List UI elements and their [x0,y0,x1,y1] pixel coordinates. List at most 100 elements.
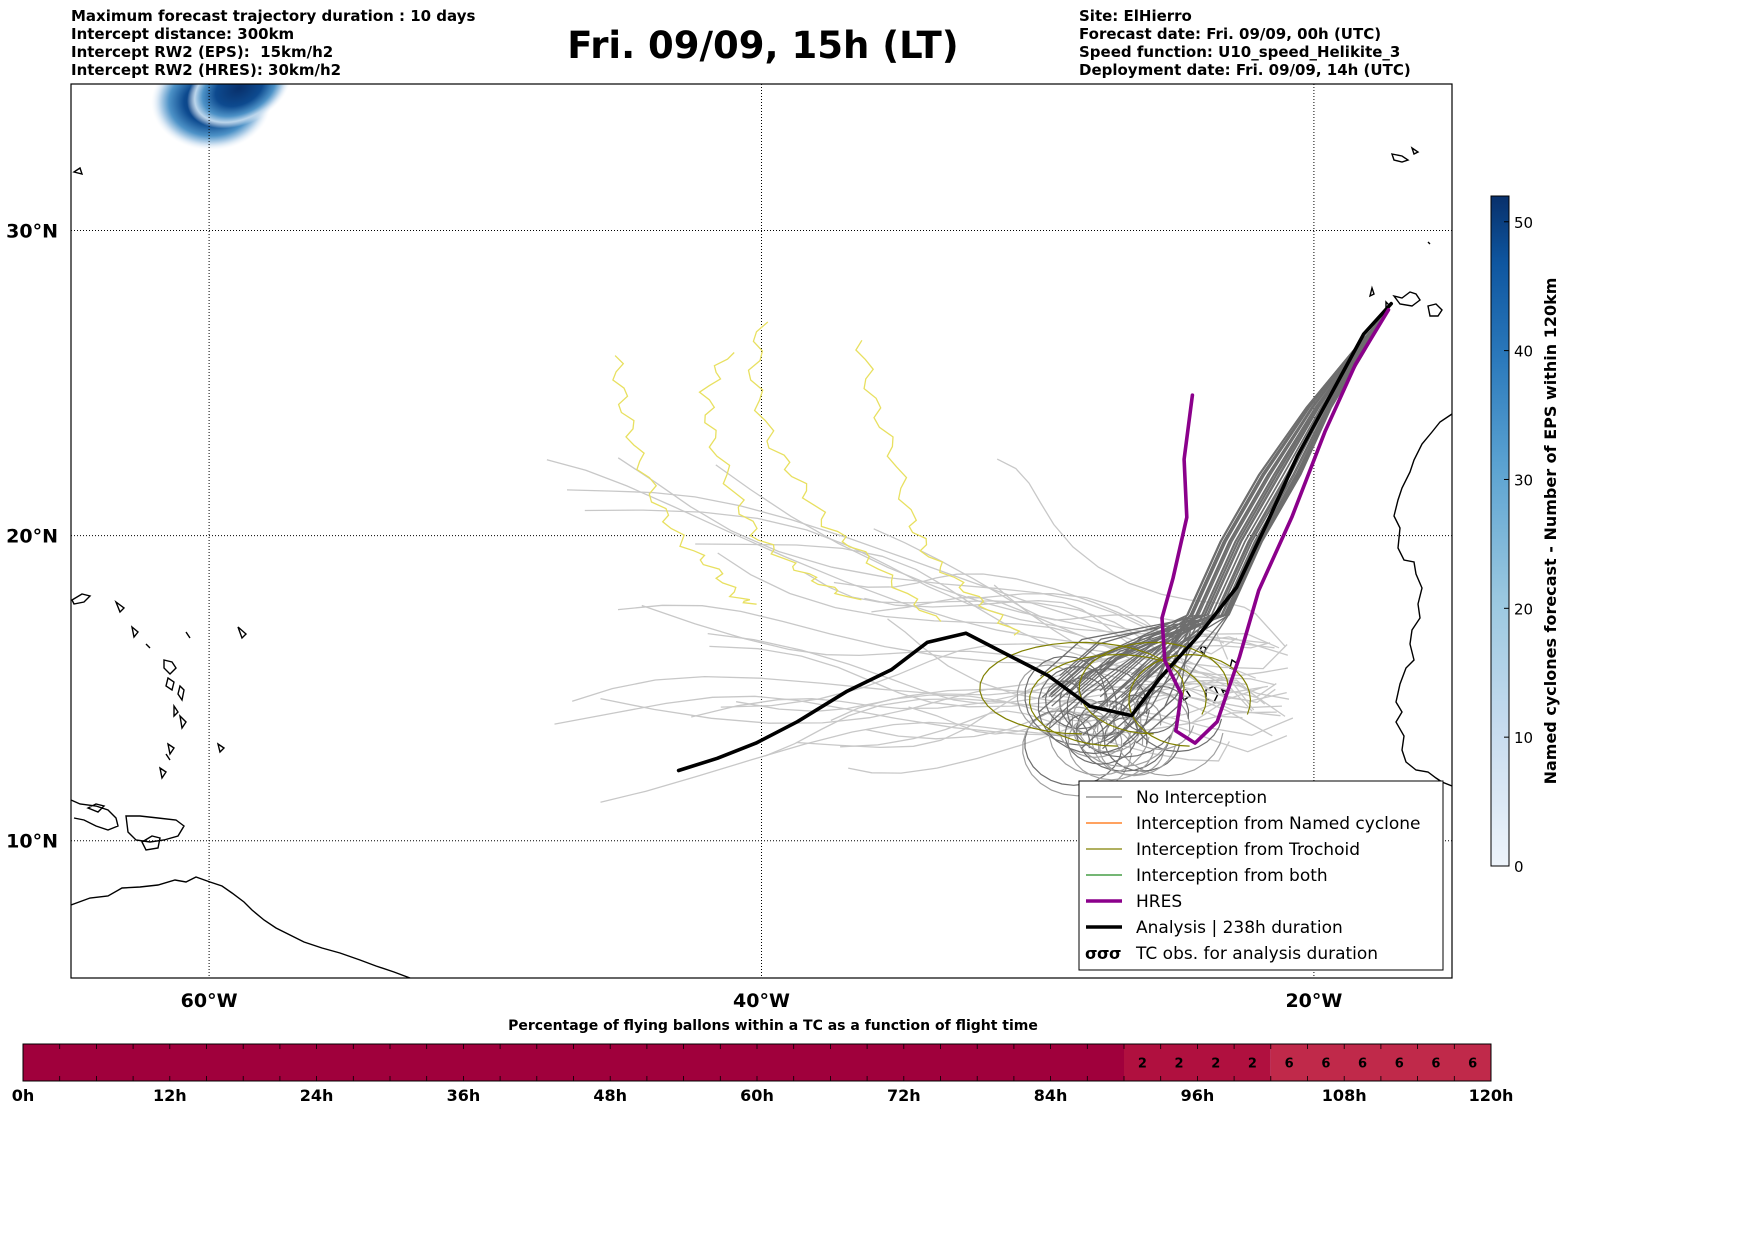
highlighted-track [855,339,1021,636]
no-interception-loop [1024,710,1123,786]
no-interception-loop [1112,689,1224,777]
no-interception-track [735,688,1288,753]
legend-label: HRES [1136,892,1182,912]
legend-label: Interception from Named cyclone [1136,814,1421,834]
flight-bar-tick-label: 36h [447,1086,481,1105]
max-duration-text: Maximum forecast trajectory duration : 1… [71,7,476,25]
lon-tick-label: 20°W [1285,990,1342,1012]
lat-tick-label: 30°N [6,220,58,242]
no-interception-track [1045,309,1389,727]
canary-madeira-islands [1368,146,1443,317]
flight-bar-tick-label: 12h [153,1086,187,1105]
no-interception-loop [1091,713,1177,777]
flight-bar-cell-label: 6 [1321,1057,1330,1072]
flight-bar-cell-label: 2 [1211,1057,1220,1072]
flight-bar-cell-label: 6 [1431,1057,1440,1072]
flight-bar-frame [22,1043,1492,1082]
colorbar-tick-label: 20 [1514,600,1533,618]
header-right-info: Site: ElHierro Forecast date: Fri. 09/09… [1079,7,1411,79]
colorbar-tick-label: 10 [1514,729,1533,747]
flight-bar-tick-label: 72h [887,1086,921,1105]
longitude-tick-labels: 60°W 40°W 20°W [181,990,1343,1012]
flight-bar-tick-label: 24h [300,1086,334,1105]
legend-label: Interception from Trochoid [1136,840,1360,860]
intercept-hres-text: Intercept RW2 (HRES): 30km/h2 [71,61,342,79]
legend-label: No Interception [1136,788,1267,808]
lon-tick-label: 40°W [733,990,790,1012]
forecast-figure: Maximum forecast trajectory duration : 1… [6,7,1560,1105]
flight-bar-title: Percentage of flying ballons within a TC… [508,1018,1038,1034]
lat-tick-label: 20°N [6,526,58,548]
no-interception-track [709,645,1266,708]
no-interception-loop [1037,665,1150,755]
africa-coast [1393,413,1452,787]
colorbar-tick-label: 50 [1514,214,1533,232]
trochoid-track [1078,641,1229,735]
flight-bar-tick-label: 96h [1181,1086,1215,1105]
deployment-date-text: Deployment date: Fri. 09/09, 14h (UTC) [1079,61,1411,79]
trochoid-track [1128,653,1252,747]
no-interception-loop [1048,697,1150,776]
south-america-coast [71,876,411,978]
intercept-eps-text: Intercept RW2 (EPS): 15km/h2 [71,43,334,61]
no-interception-track [1074,309,1390,695]
flight-bar-segment [23,1044,1124,1081]
legend-label: Interception from both [1136,866,1328,886]
colorbar: 0 10 20 30 40 50 Named cyclones forecast - Nu… [1490,195,1560,876]
trochoid-interception-tracks [979,641,1252,747]
main-trajectories [676,301,1393,773]
highlighted-track [747,321,942,622]
svg-text:σ: σ [1085,944,1097,963]
highlighted-ensemble-tracks [612,321,1021,636]
flight-bar-segment [1270,1044,1491,1081]
legend-label: Analysis | 238h duration [1136,918,1343,938]
lat-tick-label: 10°N [6,831,58,853]
flight-time-bar: 2 2 2 2 6 6 6 6 6 60h 12h 24h 36h 48h 60h 72h 84h 96h 108h… [12,1043,1513,1105]
trochoid-track [1028,653,1207,747]
svg-text:σ: σ [1109,944,1121,963]
flight-bar-cell-label: 6 [1395,1057,1404,1072]
flight-bar-tick-label: 60h [740,1086,774,1105]
colorbar-ticks: 0 10 20 30 40 50 [1504,214,1533,876]
map-figure-svg: 30°N 20°N 10°N 60°W 40°W 20°W No Interceptio… [6,83,1560,1105]
intercept-distance-text: Intercept distance: 300km [71,25,295,43]
no-interception-track [1098,309,1390,709]
flight-bar-cell-label: 6 [1468,1057,1477,1072]
map-frame [70,83,1453,979]
flight-bar-tick-label: 48h [593,1086,627,1105]
no-interception-loop [1064,713,1137,765]
map-area [71,84,1452,978]
no-interception-loop [1077,710,1141,753]
site-text: Site: ElHierro [1079,7,1192,25]
legend: No Interception Interception from Named c… [1078,780,1444,971]
cyclone-density-field [151,84,292,151]
no-interception-track [717,552,1281,717]
no-interception-ensemble [546,309,1390,803]
forecast-date-text: Forecast date: Fri. 09/09, 00h (UTC) [1079,25,1382,43]
flight-bar-tick-label: 84h [1034,1086,1068,1105]
caribbean-island-chain [71,166,248,843]
colorbar-tick-label: 0 [1514,858,1524,876]
svg-text:σ: σ [1097,944,1109,963]
no-interception-track [707,632,1253,712]
no-interception-track [848,711,1294,774]
chart-title: Fri. 09/09, 15h (LT) [567,24,959,67]
flight-bar-segment [1124,1044,1271,1081]
legend-label: TC obs. for analysis duration [1135,944,1378,964]
legend-box [1078,780,1444,971]
colorbar-tick-label: 30 [1514,471,1533,489]
latitude-tick-labels: 30°N 20°N 10°N [6,220,58,852]
no-interception-track [996,458,1286,647]
flight-bar-cell-label: 2 [1175,1057,1184,1072]
colorbar-gradient [1490,195,1510,867]
no-interception-track [1040,309,1390,677]
no-interception-track [840,710,1230,762]
highlighted-track [698,352,862,601]
no-interception-track [617,457,1256,679]
no-interception-track [993,584,1255,711]
flight-bar-cell-label: 6 [1358,1057,1367,1072]
colorbar-tick-label: 40 [1514,343,1533,361]
lon-tick-label: 60°W [181,990,238,1012]
no-interception-track [554,695,1277,737]
